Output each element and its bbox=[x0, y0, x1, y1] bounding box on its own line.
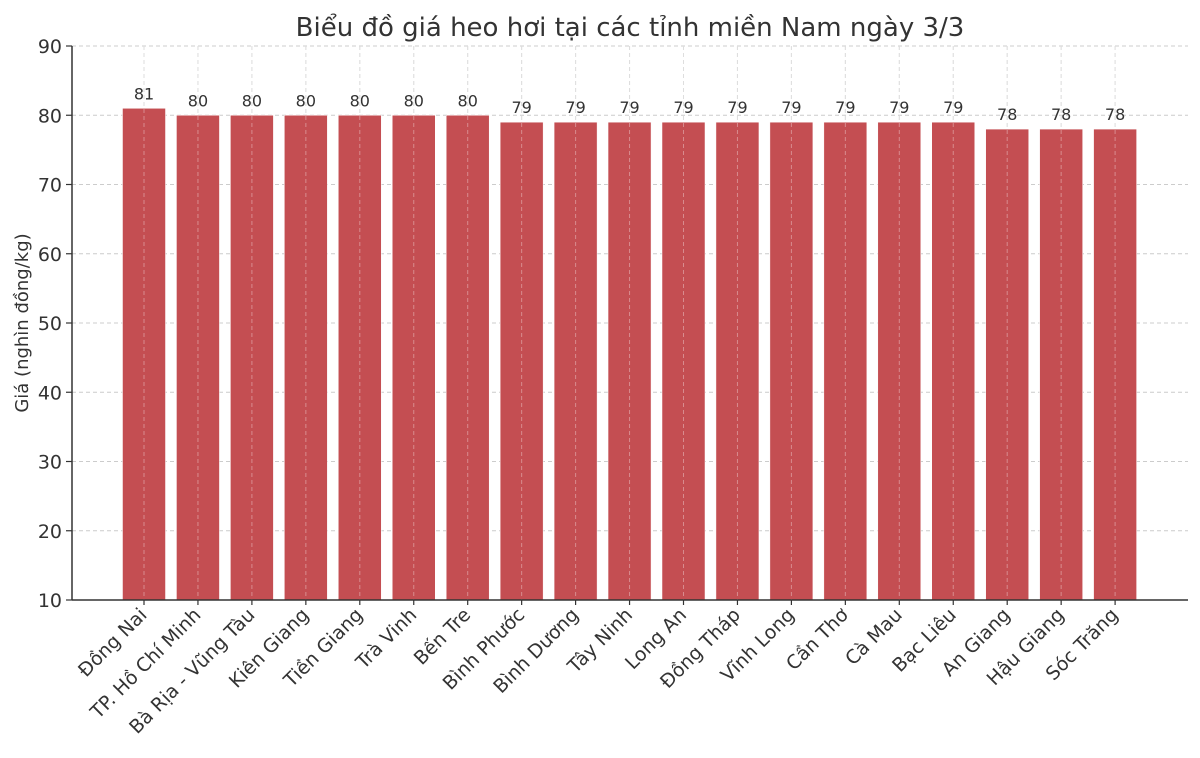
bar-value-label: 80 bbox=[458, 91, 478, 110]
bar-value-label: 80 bbox=[296, 91, 316, 110]
y-tick-label: 60 bbox=[38, 244, 62, 266]
bar bbox=[392, 115, 436, 601]
bar-value-label: 79 bbox=[835, 98, 855, 117]
y-tick-label: 40 bbox=[38, 382, 62, 404]
bar bbox=[176, 115, 220, 601]
chart-title: Biểu đồ giá heo hơi tại các tỉnh miền Na… bbox=[296, 12, 965, 43]
y-axis-label: Giá (nghìn đồng/kg) bbox=[12, 233, 33, 412]
bar bbox=[769, 121, 814, 601]
bar bbox=[499, 121, 544, 601]
bar-value-label: 80 bbox=[188, 91, 208, 110]
y-tick-label: 10 bbox=[38, 590, 62, 612]
bar bbox=[445, 115, 490, 601]
bar bbox=[715, 121, 760, 601]
bar-value-label: 79 bbox=[619, 98, 639, 117]
bar-value-label: 80 bbox=[350, 91, 370, 110]
bar bbox=[931, 121, 975, 601]
bar bbox=[823, 121, 868, 601]
bar-value-label: 80 bbox=[404, 91, 424, 110]
y-tick-label: 90 bbox=[38, 36, 62, 58]
bar-value-label: 80 bbox=[242, 91, 262, 110]
bar bbox=[985, 128, 1029, 601]
bar-value-label: 79 bbox=[781, 98, 801, 117]
bars: 81 80 80 80 80 80 80 79 79 79 79 79 79 79 79 79 78 78 78 bbox=[122, 46, 1137, 601]
bar bbox=[1039, 128, 1083, 601]
bar-value-label: 79 bbox=[889, 98, 909, 117]
y-tick-label: 80 bbox=[38, 105, 62, 127]
bar-value-label: 78 bbox=[997, 105, 1017, 124]
y-tick-label: 30 bbox=[38, 452, 62, 474]
y-tick-label: 50 bbox=[38, 313, 62, 335]
bar bbox=[284, 115, 328, 601]
bar bbox=[122, 108, 166, 601]
bar bbox=[661, 121, 706, 601]
bar-value-label: 79 bbox=[673, 98, 693, 117]
y-axis-ticks: 10 20 30 40 50 60 70 80 90 bbox=[38, 36, 72, 612]
bar-value-label: 79 bbox=[943, 98, 963, 117]
bar-value-label: 79 bbox=[727, 98, 747, 117]
y-tick-label: 70 bbox=[38, 175, 62, 197]
bar bbox=[877, 121, 922, 601]
bar-value-label: 78 bbox=[1051, 105, 1071, 124]
bar bbox=[1093, 128, 1137, 601]
bar bbox=[553, 121, 598, 601]
bar-value-label: 79 bbox=[565, 98, 585, 117]
bar-value-label: 79 bbox=[511, 98, 531, 117]
y-tick-label: 20 bbox=[38, 521, 62, 543]
bar bbox=[230, 115, 274, 601]
bar bbox=[338, 115, 382, 601]
bar-value-label: 81 bbox=[134, 84, 154, 103]
bar bbox=[607, 121, 652, 601]
bar-value-label: 78 bbox=[1105, 105, 1125, 124]
